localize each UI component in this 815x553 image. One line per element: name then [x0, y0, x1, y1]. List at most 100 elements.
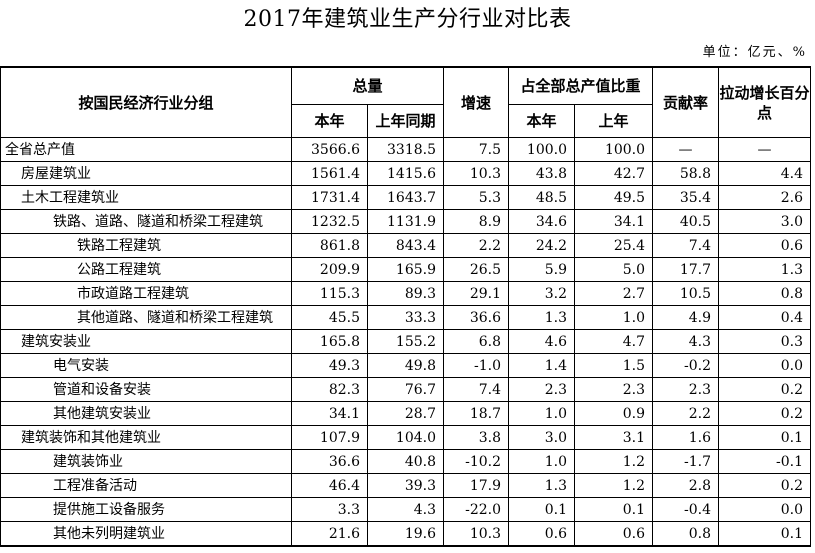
table-row: 其他未列明建筑业 21.6 19.6 10.3 0.6 0.6 0.8 0.1: [0, 521, 812, 547]
cell-last-year: 165.9: [366, 257, 445, 282]
cell-pull: —: [718, 137, 812, 162]
cell-this-year: 3.3: [291, 497, 368, 522]
row-name: 其他建筑安装业: [0, 401, 292, 426]
table-row: 全省总产值 3566.6 3318.5 7.5 100.0 100.0— —: [0, 137, 812, 162]
table-row: 土木工程建筑业 1731.4 1643.7 5.3 48.5 49.5 35.4 2.6: [0, 185, 812, 210]
table-row: 提供施工设备服务 3.3 4.3 -22.0 0.1 0.1 -0.4 0.0: [0, 497, 812, 522]
header-last-year: 上年同期: [366, 104, 445, 138]
table-row: 其他道路、隧道和桥梁工程建筑 45.5 33.3 36.6 1.3 1.0 4.9 0.4: [0, 305, 812, 330]
cell-pull: 4.4: [718, 161, 812, 186]
cell-this-year: 1232.5: [291, 209, 368, 234]
cell-growth: 8.9: [443, 209, 510, 234]
header-share: 占全部总产值比重: [508, 66, 654, 105]
cell-share-last: 25.4: [574, 233, 654, 258]
cell-share-last: 1.2: [574, 473, 654, 498]
row-name: 工程准备活动: [0, 473, 292, 498]
cell-share-this: 0.6: [508, 521, 576, 547]
cell-last-year: 1643.7: [366, 185, 445, 210]
cell-growth: 7.4: [443, 377, 510, 402]
cell-contribution: —: [652, 137, 720, 162]
cell-share-last: 0.6: [574, 521, 654, 547]
cell-pull: 2.6: [718, 185, 812, 210]
cell-share-this: 48.5: [508, 185, 576, 210]
row-name: 全省总产值: [0, 137, 292, 162]
row-name: 铁路工程建筑: [0, 233, 292, 258]
cell-last-year: 843.4: [366, 233, 445, 258]
cell-last-year: 28.7: [366, 401, 445, 426]
cell-growth: -22.0: [443, 497, 510, 522]
row-name: 土木工程建筑业: [0, 185, 292, 210]
cell-pull: 0.2: [718, 473, 812, 498]
cell-last-year: 4.3: [366, 497, 445, 522]
cell-share-last: 34.1: [574, 209, 654, 234]
cell-pull: 0.1: [718, 521, 812, 547]
cell-growth: 29.1: [443, 281, 510, 306]
cell-pull: 3.0: [718, 209, 812, 234]
cell-contribution: 17.7: [652, 257, 720, 282]
cell-last-year: 49.8: [366, 353, 445, 378]
cell-share-this: 1.0: [508, 401, 576, 426]
table-row: 建筑装饰和其他建筑业 107.9 104.0 3.8 3.0 3.1 1.6 0.1: [0, 425, 812, 450]
table-row: 电气安装 49.3 49.8 -1.0 1.4 1.5 -0.2 0.0: [0, 353, 812, 378]
cell-share-this: 34.6: [508, 209, 576, 234]
cell-last-year: 76.7: [366, 377, 445, 402]
header-this-year: 本年: [291, 104, 368, 138]
header-category: 按国民经济行业分组: [0, 66, 292, 138]
header-share-last: 上年: [574, 104, 654, 138]
cell-share-last: 100.0: [574, 137, 654, 162]
cell-growth: -10.2: [443, 449, 510, 474]
cell-contribution: 2.2: [652, 401, 720, 426]
cell-share-last: 42.7: [574, 161, 654, 186]
cell-contribution: 2.3: [652, 377, 720, 402]
row-name: 建筑装饰和其他建筑业: [0, 425, 292, 450]
unit-label: 单位：亿元、%: [702, 45, 807, 60]
table-row: 建筑装饰业 36.6 40.8 -10.2 1.0 1.2 -1.7 -0.1: [0, 449, 812, 474]
cell-contribution: -0.4: [652, 497, 720, 522]
cell-share-this: 1.3: [508, 473, 576, 498]
cell-share-this: 1.0: [508, 449, 576, 474]
cell-growth: 3.8: [443, 425, 510, 450]
cell-share-this: 24.2: [508, 233, 576, 258]
cell-share-last: 2.3: [574, 377, 654, 402]
cell-this-year: 1561.4: [291, 161, 368, 186]
cell-pull: 0.4: [718, 305, 812, 330]
cell-this-year: 21.6: [291, 521, 368, 547]
cell-last-year: 104.0: [366, 425, 445, 450]
cell-share-this: 100.0: [508, 137, 576, 162]
cell-growth: 36.6: [443, 305, 510, 330]
cell-contribution: 58.8: [652, 161, 720, 186]
cell-this-year: 861.8: [291, 233, 368, 258]
cell-growth: 26.5: [443, 257, 510, 282]
cell-last-year: 1415.6: [366, 161, 445, 186]
cell-last-year: 89.3: [366, 281, 445, 306]
row-name: 市政道路工程建筑: [0, 281, 292, 306]
row-name: 管道和设备安装: [0, 377, 292, 402]
row-name: 建筑装饰业: [0, 449, 292, 474]
table-row: 其他建筑安装业 34.1 28.7 18.7 1.0 0.9 2.2 0.2: [0, 401, 812, 426]
row-name: 其他道路、隧道和桥梁工程建筑: [0, 305, 292, 330]
cell-growth: -1.0: [443, 353, 510, 378]
cell-this-year: 34.1: [291, 401, 368, 426]
table-row: 铁路工程建筑 861.8 843.4 2.2 24.2 25.4 7.4 0.6: [0, 233, 812, 258]
cell-this-year: 107.9: [291, 425, 368, 450]
cell-this-year: 45.5: [291, 305, 368, 330]
cell-growth: 10.3: [443, 521, 510, 547]
cell-share-last: 0.1: [574, 497, 654, 522]
cell-pull: 0.3: [718, 329, 812, 354]
industry-comparison-table: 按国民经济行业分组 总量 增速 占全部总产值比重 贡献率 拉动增长百分点 本年 …: [0, 66, 812, 547]
cell-this-year: 82.3: [291, 377, 368, 402]
cell-last-year: 40.8: [366, 449, 445, 474]
cell-this-year: 46.4: [291, 473, 368, 498]
cell-pull: -0.1: [718, 449, 812, 474]
row-name: 房屋建筑业: [0, 161, 292, 186]
table-row: 房屋建筑业 1561.4 1415.6 10.3 43.8 42.7 58.8 4.4: [0, 161, 812, 186]
cell-share-this: 43.8: [508, 161, 576, 186]
cell-last-year: 1131.9: [366, 209, 445, 234]
cell-pull: 0.2: [718, 377, 812, 402]
cell-pull: 0.6: [718, 233, 812, 258]
cell-pull: 0.0: [718, 353, 812, 378]
cell-this-year: 49.3: [291, 353, 368, 378]
cell-growth: 10.3: [443, 161, 510, 186]
cell-share-last: 1.0: [574, 305, 654, 330]
cell-share-last: 5.0: [574, 257, 654, 282]
